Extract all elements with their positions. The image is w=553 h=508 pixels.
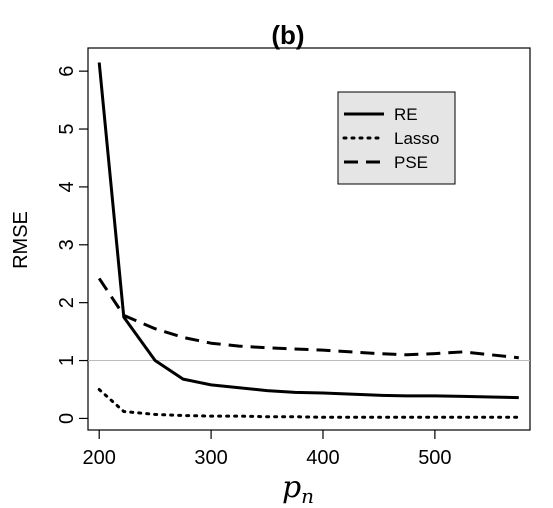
legend-label-re: RE	[394, 105, 418, 124]
series-line-re	[97, 62, 519, 400]
legend-label-lasso: Lasso	[394, 129, 439, 148]
x-tick-label: 200	[83, 447, 116, 469]
y-axis-title: RMSE	[10, 211, 32, 269]
legend-label-pse: PSE	[394, 153, 428, 172]
y-tick-label: 0	[56, 413, 78, 424]
y-tick-label: 1	[56, 355, 78, 366]
y-tick-label: 2	[56, 297, 78, 308]
series-line-pse	[97, 277, 519, 360]
plot-frame	[87, 47, 531, 431]
x-axis-title: pn	[282, 470, 314, 508]
legend: RE Lasso PSE	[337, 91, 456, 185]
y-tick-label: 5	[56, 123, 78, 134]
x-axis-title-subscript: n	[301, 484, 314, 508]
y-tick-label: 3	[56, 239, 78, 250]
x-tick-label: 500	[418, 447, 451, 469]
y-axis: 0 1 2 3 4 5 6	[56, 66, 88, 424]
x-axis: 200 300 400 500	[83, 430, 452, 469]
chart-title: (b)	[271, 20, 304, 50]
y-tick-label: 6	[56, 66, 78, 77]
x-tick-label: 300	[194, 447, 227, 469]
x-tick-label: 400	[306, 447, 339, 469]
legend-box	[337, 91, 456, 185]
series-line-lasso	[97, 388, 521, 419]
y-tick-label: 4	[56, 181, 78, 192]
series-lines	[97, 62, 521, 419]
legend-items: RE Lasso PSE	[342, 105, 439, 172]
